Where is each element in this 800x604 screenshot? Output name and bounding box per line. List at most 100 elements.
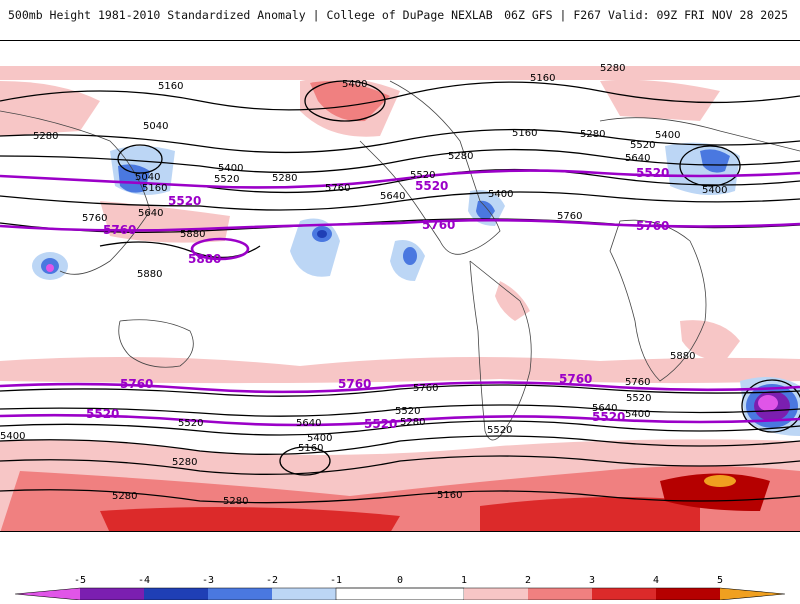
- colorbar-tick-label: 4: [652, 575, 660, 586]
- contour-label: 5160: [142, 183, 167, 194]
- colorbar-segment-neg5: [15, 588, 80, 600]
- map-panel[interactable]: 5160 5280 5400 5160 5040 5280 5400 5520 …: [0, 40, 800, 532]
- contour-label: 5880: [137, 269, 162, 280]
- highlight-label: 5760: [120, 377, 153, 391]
- colorbar-segment-neg3: [144, 588, 208, 600]
- colorbar-tick-label: -2: [265, 575, 279, 586]
- contour-5400-south: [0, 435, 800, 455]
- colorbar-tick-label: 0: [396, 575, 404, 586]
- contour-label: 5400: [488, 189, 513, 200]
- contour-label: 5880: [180, 229, 205, 240]
- coast-australia: [118, 319, 194, 368]
- colorbar-tick-label: 1: [460, 575, 468, 586]
- contour-label: 5400: [702, 185, 727, 196]
- contour-5160-low-south: [279, 446, 331, 476]
- contour-label: 5280: [448, 151, 473, 162]
- contour-low-south-ocean: [741, 379, 800, 433]
- anomaly-neg2-europe: [700, 149, 730, 173]
- colorbar-segment-neg1: [272, 588, 336, 600]
- colorbar-tick-label: 3: [588, 575, 596, 586]
- anomaly-pos3-antarctic-west: [100, 507, 400, 531]
- anomaly-neg1-pacific: [290, 218, 340, 277]
- contour-label: 5040: [135, 172, 160, 183]
- highlight-label: 5760: [103, 223, 136, 237]
- colorbar-segment-zero: [335, 587, 465, 601]
- anomaly-pos1-safrica: [680, 320, 740, 361]
- contour-label: 5280: [172, 457, 197, 468]
- contour-5160-south: [0, 489, 800, 504]
- highlight-label: 5520: [364, 417, 397, 431]
- colorbar-segment-neg2: [208, 588, 272, 600]
- contour-label: 5640: [138, 208, 163, 219]
- colorbar-segment-pos2: [528, 588, 592, 600]
- contour-5280-south: [0, 455, 800, 475]
- contour-label: 5160: [530, 73, 555, 84]
- contour-label: 5880: [670, 351, 695, 362]
- highlight-label: 5520: [86, 407, 119, 421]
- colorbar-tick-label: -3: [201, 575, 215, 586]
- anomaly-neg5-bengal: [46, 264, 54, 272]
- colorbar-segment-pos3: [592, 588, 656, 600]
- contour-5520-south: [0, 420, 800, 436]
- highlight-label: 5760: [422, 218, 455, 232]
- contour-label: 5520: [178, 418, 203, 429]
- anomaly-pos1-siberia: [0, 81, 100, 136]
- run-info: 06Z GFS | F267 Valid: 09Z FRI NOV 28 202…: [504, 8, 788, 22]
- contour-label: 5040: [143, 121, 168, 132]
- contour-label: 5160: [437, 490, 462, 501]
- contour-label: 5400: [218, 163, 243, 174]
- colorbar-tick-label: 5: [716, 575, 724, 586]
- contour-5640-south: [0, 404, 800, 417]
- anomaly-neg3-pacific: [317, 230, 327, 238]
- contour-label: 5280: [112, 491, 137, 502]
- anomaly-pos1-south-band: [0, 357, 800, 384]
- highlight-label: 5520: [636, 166, 669, 180]
- contour-label: 5760: [413, 383, 438, 394]
- contour-label: 5280: [223, 496, 248, 507]
- anomaly-pos2-alaska: [310, 81, 390, 122]
- contour-label: 5520: [487, 425, 512, 436]
- contour-label: 5520: [395, 406, 420, 417]
- coast-europe: [599, 117, 800, 152]
- colorbar: [0, 574, 800, 601]
- chart-title: 500mb Height 1981-2010 Standardized Anom…: [8, 8, 493, 22]
- contour-5160-north: [0, 81, 800, 111]
- contour-label: 5280: [580, 129, 605, 140]
- contour-label: 5400: [0, 431, 25, 442]
- contour-5400-north: [0, 148, 800, 174]
- colorbar-tick-label: -5: [73, 575, 87, 586]
- contour-5760-south: [0, 384, 800, 397]
- contour-label: 5400: [307, 433, 332, 444]
- colorbar-segment-pos4: [656, 588, 720, 600]
- contour-label: 5400: [625, 409, 650, 420]
- coast-africa: [609, 219, 707, 382]
- anomaly-pos4-antarctic: [660, 473, 770, 511]
- contour-label: 5520: [214, 174, 239, 185]
- contour-label: 5160: [298, 443, 323, 454]
- contour-label: 5280: [272, 173, 297, 184]
- contour-5640-north: [0, 191, 800, 211]
- colorbar-tick-label: 2: [524, 575, 532, 586]
- contour-label: 5400: [342, 79, 367, 90]
- purple-contour-5880: [190, 237, 250, 261]
- contour-label: 5520: [626, 393, 651, 404]
- contour-label: 5760: [557, 211, 582, 222]
- contour-label: 5520: [410, 170, 435, 181]
- contour-5880-north: [99, 241, 261, 259]
- contour-label: 5640: [625, 153, 650, 164]
- anomaly-neg2-japan: [118, 164, 150, 193]
- contour-label: 5160: [512, 128, 537, 139]
- anomaly-neg2-hawaii: [403, 247, 417, 265]
- contour-label: 5760: [625, 377, 650, 388]
- contour-label: 5280: [400, 417, 425, 428]
- contour-label: 5280: [600, 63, 625, 74]
- anomaly-pos5-antarctic: [704, 475, 736, 487]
- contour-label: 5760: [325, 183, 350, 194]
- colorbar-tick-label: -4: [137, 575, 151, 586]
- contour-label: 5640: [380, 191, 405, 202]
- purple-contour-5520-south: [0, 413, 800, 427]
- height-contours: [0, 80, 800, 504]
- contour-label: 5160: [158, 81, 183, 92]
- map-canvas[interactable]: 5160 5280 5400 5160 5040 5280 5400 5520 …: [0, 41, 800, 532]
- highlight-label: 5880: [188, 252, 221, 266]
